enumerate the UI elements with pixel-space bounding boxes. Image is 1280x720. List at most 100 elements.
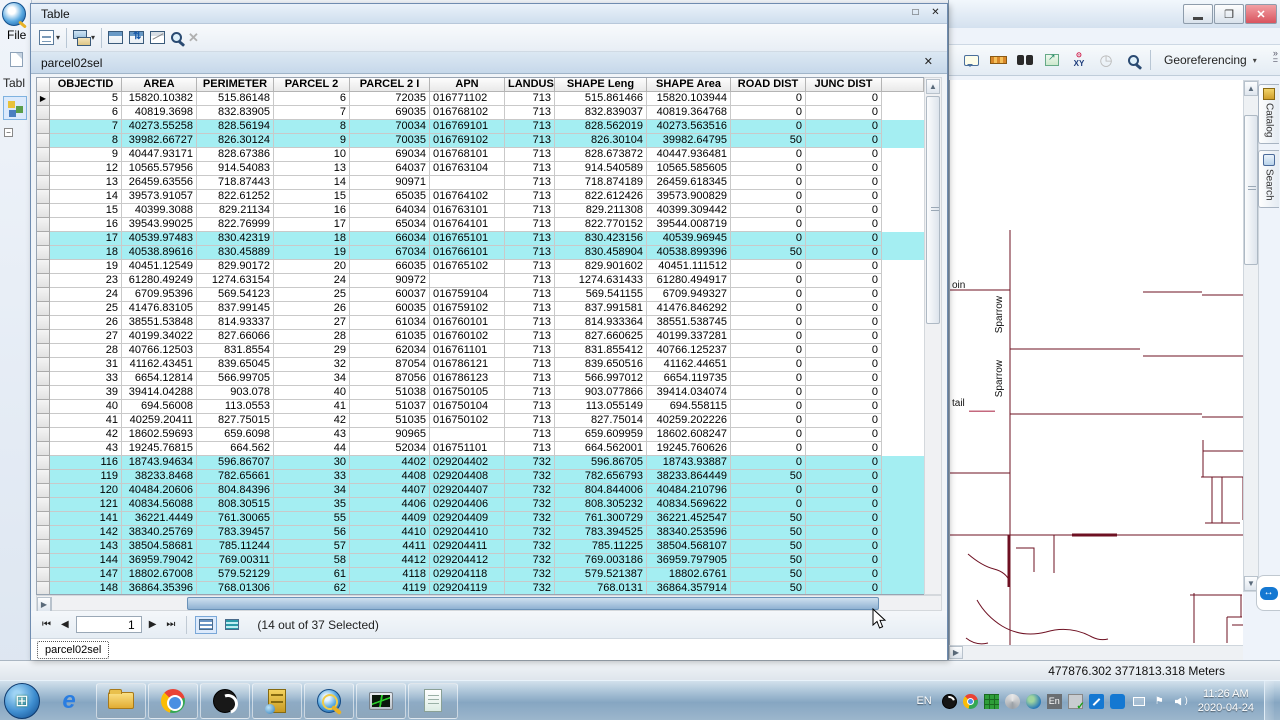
table-cell[interactable]: 39982.64795	[647, 134, 731, 148]
table-cell[interactable]: 70034	[350, 120, 430, 134]
taskbar-obs-button[interactable]	[200, 682, 250, 719]
table-cell[interactable]: 713	[505, 344, 555, 358]
globe-tray-icon[interactable]	[1025, 693, 1041, 709]
table-cell[interactable]: 39544.008719	[647, 218, 731, 232]
scrollbar-thumb[interactable]	[926, 96, 940, 324]
table-cell[interactable]: 0	[731, 400, 806, 414]
table-cell[interactable]: 4407	[350, 484, 430, 498]
table-cell[interactable]: 9	[274, 134, 350, 148]
table-cell[interactable]: 38504.568107	[647, 540, 731, 554]
row-selector[interactable]	[37, 134, 50, 148]
table-cell[interactable]: 12	[50, 162, 122, 176]
table-cell[interactable]: 016768102	[430, 106, 505, 120]
table-cell[interactable]: 41162.44651	[647, 358, 731, 372]
table-cell[interactable]: 87054	[350, 358, 430, 372]
table-cell[interactable]	[430, 176, 505, 190]
table-cell[interactable]: 596.86705	[555, 456, 647, 470]
table-cell[interactable]	[430, 428, 505, 442]
table-cell[interactable]: 0	[731, 428, 806, 442]
row-selector[interactable]	[37, 288, 50, 302]
table-cell[interactable]: 566.997012	[555, 372, 647, 386]
table-cell[interactable]: 7	[50, 120, 122, 134]
clock[interactable]: 11:26 AM 2020-04-24	[1198, 687, 1254, 715]
column-header[interactable]: JUNC DIST	[806, 78, 882, 92]
row-selector[interactable]	[37, 232, 50, 246]
table-cell[interactable]: 6	[274, 92, 350, 106]
column-header[interactable]: SHAPE Area	[647, 78, 731, 92]
row-selector[interactable]	[37, 414, 50, 428]
table-cell[interactable]: 25	[50, 302, 122, 316]
table-cell[interactable]: 40819.3698	[122, 106, 197, 120]
select-highlighted-button[interactable]	[108, 29, 124, 47]
table-cell[interactable]: 62034	[350, 344, 430, 358]
table-cell[interactable]: 36221.4449	[122, 512, 197, 526]
table-cell[interactable]: 6709.95396	[122, 288, 197, 302]
table-cell[interactable]: 10565.585605	[647, 162, 731, 176]
table-cell[interactable]: 0	[806, 540, 882, 554]
close-button[interactable]: ✕	[931, 7, 940, 18]
table-cell[interactable]: 713	[505, 288, 555, 302]
screen-share-tray-icon[interactable]	[983, 693, 999, 709]
table-cell[interactable]: 0	[731, 442, 806, 456]
row-selector[interactable]	[37, 554, 50, 568]
table-cell[interactable]: 36864.35396	[122, 582, 197, 594]
viewer-window-icon[interactable]	[1123, 50, 1143, 70]
table-cell[interactable]: 0	[731, 456, 806, 470]
row-selector[interactable]	[37, 106, 50, 120]
table-cell[interactable]: 029204406	[430, 498, 505, 512]
table-cell[interactable]: 839.65045	[197, 358, 274, 372]
table-cell[interactable]: 0	[731, 148, 806, 162]
table-cell[interactable]: 40484.20606	[122, 484, 197, 498]
table-cell[interactable]: 732	[505, 512, 555, 526]
table-cell[interactable]: 0	[731, 386, 806, 400]
table-row[interactable]: 33 6654.12814 566.99705 34 87056 016786123 713…	[37, 372, 924, 386]
table-vertical-scrollbar[interactable]: ▲	[924, 77, 942, 595]
table-row[interactable]: 26 38551.53848 814.93337 27 61034 016760101 71…	[37, 316, 924, 330]
table-cell[interactable]: 826.30104	[555, 134, 647, 148]
table-cell[interactable]: 38551.538745	[647, 316, 731, 330]
table-cell[interactable]: 43	[50, 442, 122, 456]
table-cell[interactable]: 0	[731, 232, 806, 246]
table-cell[interactable]: 830.458904	[555, 246, 647, 260]
table-cell[interactable]: 713	[505, 148, 555, 162]
table-cell[interactable]: 713	[505, 302, 555, 316]
table-row[interactable]: 31 41162.43451 839.65045 32 87054 016786121 71…	[37, 358, 924, 372]
table-cell[interactable]: 50	[731, 512, 806, 526]
table-cell[interactable]: 58	[274, 554, 350, 568]
row-selector[interactable]	[37, 428, 50, 442]
table-row[interactable]: 147 18802.67008 579.52129 61 4118 029204118 73…	[37, 568, 924, 582]
map-vertical-scrollbar[interactable]: ▲ ▼	[1243, 80, 1259, 592]
table-cell[interactable]: 914.54083	[197, 162, 274, 176]
row-selector[interactable]	[37, 302, 50, 316]
table-cell[interactable]: 38340.25769	[122, 526, 197, 540]
table-cell[interactable]: 0	[806, 358, 882, 372]
table-cell[interactable]: 50	[731, 568, 806, 582]
taskbar-arcmap-button[interactable]	[304, 682, 354, 719]
row-selector[interactable]	[37, 274, 50, 288]
table-cell[interactable]: 0	[806, 386, 882, 400]
table-cell[interactable]: 4402	[350, 456, 430, 470]
volume-icon[interactable]	[1173, 694, 1188, 709]
table-cell[interactable]: 569.54123	[197, 288, 274, 302]
table-cell[interactable]: 40451.12549	[122, 260, 197, 274]
table-cell[interactable]: 828.673872	[555, 148, 647, 162]
close-table-icon[interactable]: ✕	[923, 56, 933, 68]
selector-header[interactable]	[37, 78, 50, 92]
table-cell[interactable]: 40399.3088	[122, 204, 197, 218]
scroll-up-icon[interactable]: ▲	[1244, 81, 1258, 96]
identify-callout-icon[interactable]	[961, 50, 981, 70]
table-cell[interactable]: 0	[806, 274, 882, 288]
table-cell[interactable]: 016769102	[430, 134, 505, 148]
row-selector[interactable]	[37, 176, 50, 190]
table-cell[interactable]: 029204412	[430, 554, 505, 568]
table-cell[interactable]: 60037	[350, 288, 430, 302]
table-cell[interactable]: 0	[806, 148, 882, 162]
table-cell[interactable]: 566.99705	[197, 372, 274, 386]
taskbar-chrome-button[interactable]	[148, 682, 198, 719]
table-cell[interactable]: 40	[274, 386, 350, 400]
table-cell[interactable]: 23	[50, 274, 122, 288]
row-selector[interactable]	[37, 204, 50, 218]
table-cell[interactable]: 1274.63154	[197, 274, 274, 288]
table-cell[interactable]: 783.39457	[197, 526, 274, 540]
table-cell[interactable]: 713	[505, 218, 555, 232]
